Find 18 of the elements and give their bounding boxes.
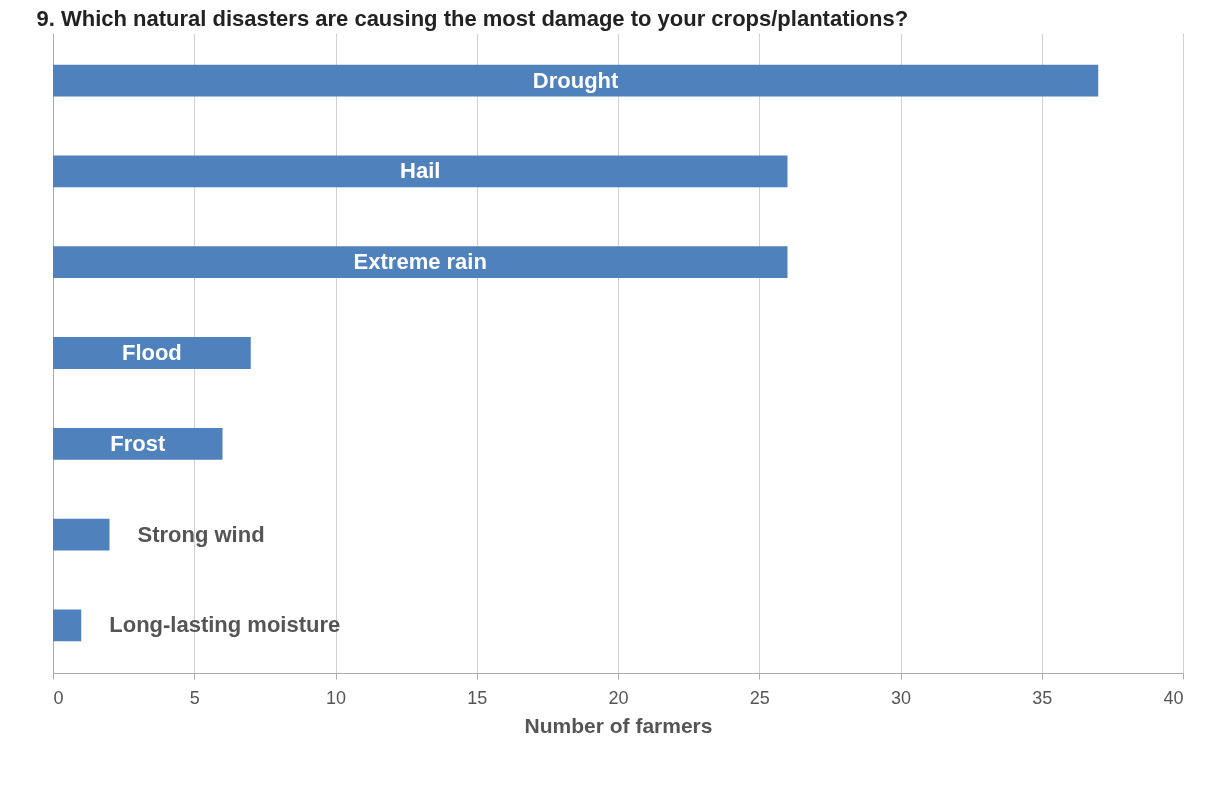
x-tick-label: 25 (749, 687, 770, 708)
y-tick-label: Drought (532, 67, 620, 93)
x-tick-label: 30 (890, 687, 912, 708)
y-tick-label: Flood (121, 340, 182, 365)
y-tick-label: Long-lasting moisture (109, 612, 341, 638)
chart-title: 9. Which natural disasters are causing the most damage to your crops/plantations? (36, 6, 909, 31)
y-tick-label: Frost (110, 430, 166, 456)
y-tick-label: Hail (400, 158, 441, 184)
y-tick-label: Strong wind (137, 521, 265, 547)
x-tick-label: 5 (189, 687, 200, 708)
x-axis-title: Number of farmers (524, 713, 713, 737)
y-tick-label: Extreme rain (353, 249, 487, 275)
x-tick-label: 35 (1032, 687, 1053, 708)
x-tick-label: 20 (608, 687, 629, 708)
x-tick-label: 0 (53, 687, 64, 708)
x-tick-label: 15 (467, 687, 488, 708)
x-tick-label: 40 (1163, 687, 1184, 708)
x-tick-label: 10 (325, 687, 347, 708)
